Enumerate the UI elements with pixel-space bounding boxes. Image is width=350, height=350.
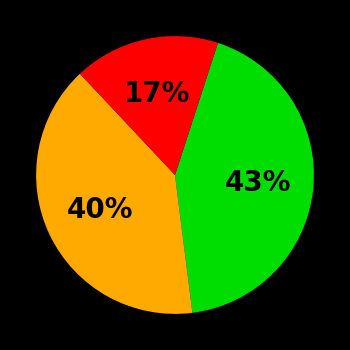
Wedge shape: [80, 36, 218, 175]
Text: 43%: 43%: [225, 169, 291, 197]
Wedge shape: [175, 43, 314, 313]
Text: 40%: 40%: [66, 196, 133, 224]
Wedge shape: [36, 74, 192, 314]
Text: 17%: 17%: [124, 80, 190, 108]
